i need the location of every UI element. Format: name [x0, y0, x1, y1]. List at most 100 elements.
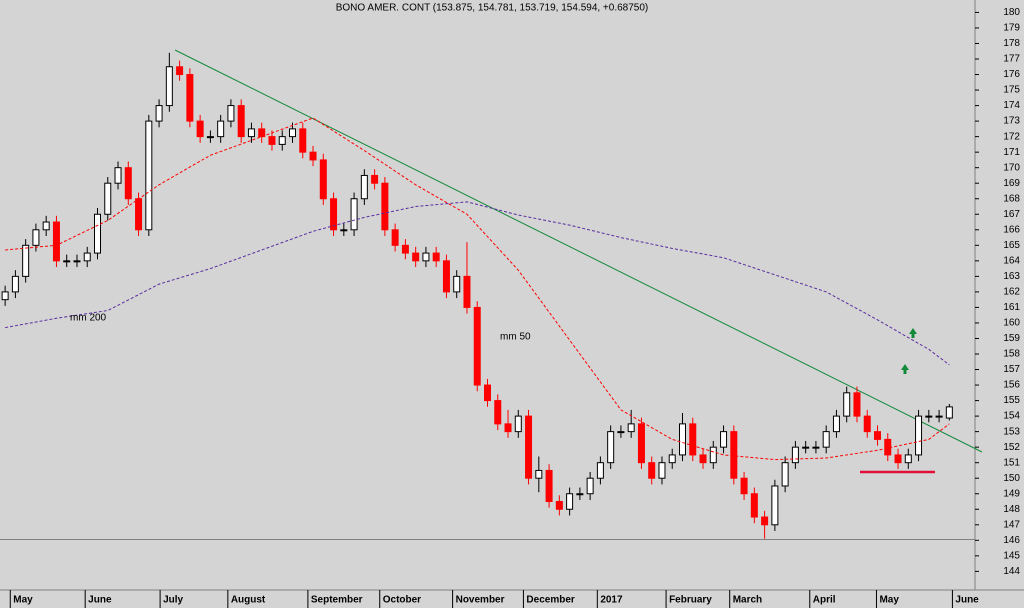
- candle-body: [104, 182, 112, 215]
- candle-body: [720, 431, 728, 448]
- candle-body: [699, 454, 707, 464]
- y-tick-label: 168: [1003, 193, 1020, 204]
- candle-body: [196, 120, 204, 138]
- candle-body: [206, 136, 214, 139]
- y-tick-label: 171: [1003, 147, 1020, 158]
- candle-body: [689, 423, 697, 456]
- candle-body: [176, 66, 184, 76]
- x-tick-label: May: [879, 595, 899, 606]
- candle-body: [596, 462, 604, 479]
- candle-body: [442, 260, 450, 293]
- x-tick-label: June: [88, 595, 112, 606]
- x-tick-label: October: [383, 595, 421, 606]
- candle-body: [514, 415, 522, 433]
- candle-body: [617, 431, 625, 434]
- candle-body: [925, 415, 933, 418]
- candle-body: [494, 400, 502, 425]
- x-tick-label: April: [813, 595, 836, 606]
- y-tick-label: 158: [1003, 349, 1020, 360]
- candle-body: [186, 74, 194, 122]
- candle-body: [340, 229, 348, 232]
- y-tick-label: 148: [1003, 504, 1020, 515]
- candle-body: [894, 454, 902, 464]
- trend-line: [174, 49, 983, 453]
- y-tick-label: 178: [1003, 38, 1020, 49]
- candle-body: [299, 128, 307, 153]
- candle-body: [227, 105, 235, 122]
- y-tick-label: 179: [1003, 23, 1020, 34]
- candle-body: [484, 384, 491, 402]
- y-tick-label: 170: [1003, 162, 1020, 173]
- candle-body: [135, 198, 143, 231]
- candle-body: [853, 392, 861, 417]
- y-tick-label: 164: [1003, 255, 1020, 266]
- x-tick-label: July: [163, 595, 183, 606]
- candle-body: [545, 469, 553, 502]
- candle-body: [802, 446, 810, 449]
- x-tick-label: February: [669, 595, 712, 606]
- candle-body: [750, 493, 758, 518]
- candle-body: [1, 291, 9, 301]
- arrow-up: [901, 364, 909, 374]
- y-tick-label: 180: [1003, 7, 1020, 18]
- candle-body: [371, 174, 379, 184]
- y-tick-label: 156: [1003, 380, 1020, 391]
- candle-body: [258, 128, 266, 138]
- y-tick-label: 147: [1003, 519, 1020, 530]
- y-tick-label: 145: [1003, 550, 1020, 561]
- candle-body: [730, 431, 738, 479]
- candle-body: [237, 105, 245, 138]
- candle-body: [42, 221, 50, 231]
- candle-body: [761, 516, 769, 526]
- candle-body: [863, 415, 871, 433]
- candle-body: [648, 462, 656, 479]
- y-tick-label: 154: [1003, 411, 1020, 422]
- candle-body: [114, 167, 122, 184]
- candle-body: [319, 159, 327, 200]
- y-tick-label: 163: [1003, 271, 1020, 282]
- candle-body: [843, 392, 851, 417]
- chart-title: BONO AMER. CONT (153.875, 154.781, 153.7…: [336, 3, 649, 14]
- y-tick-label: 175: [1003, 85, 1020, 96]
- candle-body: [874, 431, 881, 440]
- y-tick-label: 161: [1003, 302, 1020, 313]
- candle-body: [812, 446, 820, 449]
- y-tick-label: 152: [1003, 442, 1020, 453]
- candle-body: [309, 151, 317, 161]
- candle-body: [525, 415, 533, 479]
- candle-body: [381, 182, 389, 231]
- x-tick-label: September: [311, 595, 363, 606]
- candle-body: [155, 105, 163, 122]
- candle-body: [422, 252, 430, 262]
- candle-body: [330, 198, 338, 231]
- y-tick-label: 155: [1003, 395, 1020, 406]
- y-tick-label: 157: [1003, 364, 1020, 375]
- candle-body: [289, 128, 296, 138]
- y-tick-label: 174: [1003, 100, 1020, 111]
- y-tick-label: 153: [1003, 426, 1020, 437]
- candle-body: [637, 423, 645, 464]
- candle-body: [145, 120, 153, 231]
- candle-body: [904, 454, 912, 464]
- candle-body: [658, 462, 666, 479]
- candle-body: [11, 275, 19, 293]
- candle-body: [432, 252, 440, 262]
- candle-body: [576, 493, 584, 496]
- candle-body: [771, 485, 779, 526]
- candle-body: [73, 260, 81, 263]
- candle-body: [463, 275, 471, 308]
- candle-body: [945, 406, 953, 419]
- candle-body: [63, 260, 71, 263]
- candle-body: [165, 66, 173, 107]
- candle-body: [822, 431, 830, 448]
- moving-average: [5, 117, 950, 461]
- candle-body: [740, 477, 748, 495]
- x-tick-label: 2017: [600, 595, 623, 606]
- moving-average: [5, 201, 950, 366]
- candle-body: [791, 446, 799, 464]
- y-tick-label: 173: [1003, 116, 1020, 127]
- candle-body: [535, 469, 543, 479]
- legend-label: mm 200: [70, 313, 107, 324]
- y-tick-label: 146: [1003, 535, 1020, 546]
